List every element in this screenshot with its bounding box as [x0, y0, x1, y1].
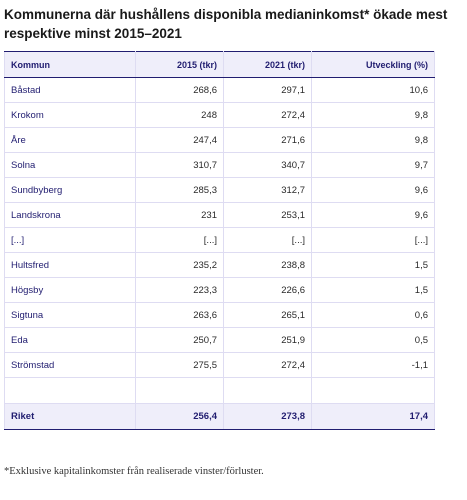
table-row: Båstad 268,6 297,1 10,6: [4, 77, 435, 103]
cell-2015: 247,4: [135, 127, 224, 153]
column-header-kommun: Kommun: [4, 51, 136, 78]
table-row: Åre 247,4 271,6 9,8: [4, 127, 435, 153]
column-header-utveckling: Utveckling (%): [311, 51, 435, 78]
cell-utveckling: [...]: [311, 227, 435, 253]
cell-kommun: [4, 377, 136, 404]
cell-kommun: Högsby: [4, 277, 136, 303]
cell-2015: 275,5: [135, 352, 224, 378]
cell-2021: 312,7: [223, 177, 312, 203]
cell-kommun: Eda: [4, 327, 136, 353]
cell-2021: 253,1: [223, 202, 312, 228]
cell-utveckling: 1,5: [311, 277, 435, 303]
total-utveckling: 17,4: [311, 403, 435, 430]
total-2015: 256,4: [135, 403, 224, 430]
cell-2021: 265,1: [223, 302, 312, 328]
cell-2015: 310,7: [135, 152, 224, 178]
cell-utveckling: 9,8: [311, 102, 435, 128]
cell-2021: 226,6: [223, 277, 312, 303]
cell-2021: 340,7: [223, 152, 312, 178]
page-title: Kommunerna där hushållens disponibla med…: [4, 7, 448, 41]
cell-utveckling: 0,6: [311, 302, 435, 328]
cell-utveckling: 1,5: [311, 252, 435, 278]
cell-utveckling: [311, 377, 435, 404]
table-total-row: Riket 256,4 273,8 17,4: [4, 403, 435, 430]
cell-2021: [...]: [223, 227, 312, 253]
cell-2021: 238,8: [223, 252, 312, 278]
cell-utveckling: 9,8: [311, 127, 435, 153]
table-row-ellipsis: [...] [...] [...] [...]: [4, 227, 435, 253]
cell-2021: [223, 377, 312, 404]
cell-kommun: Båstad: [4, 77, 136, 103]
column-header-2015: 2015 (tkr): [135, 51, 224, 78]
income-table: Kommun 2015 (tkr) 2021 (tkr) Utveckling …: [4, 51, 435, 430]
table-row-empty: [4, 377, 435, 404]
cell-utveckling: 9,7: [311, 152, 435, 178]
cell-utveckling: -1,1: [311, 352, 435, 378]
cell-2015: 223,3: [135, 277, 224, 303]
cell-2021: 272,4: [223, 352, 312, 378]
table-row: Sundbyberg 285,3 312,7 9,6: [4, 177, 435, 203]
table-row: Landskrona 231 253,1 9,6: [4, 202, 435, 228]
cell-kommun: Sigtuna: [4, 302, 136, 328]
cell-utveckling: 10,6: [311, 77, 435, 103]
cell-utveckling: 9,6: [311, 177, 435, 203]
cell-kommun: Strömstad: [4, 352, 136, 378]
cell-kommun: Landskrona: [4, 202, 136, 228]
total-kommun: Riket: [4, 403, 136, 430]
cell-2021: 251,9: [223, 327, 312, 353]
cell-2015: 231: [135, 202, 224, 228]
cell-2021: 272,4: [223, 102, 312, 128]
table-row: Krokom 248 272,4 9,8: [4, 102, 435, 128]
cell-2015: 235,2: [135, 252, 224, 278]
cell-2015: 248: [135, 102, 224, 128]
cell-2015: 285,3: [135, 177, 224, 203]
cell-2021: 271,6: [223, 127, 312, 153]
cell-2015: [135, 377, 224, 404]
table-row: Hultsfred 235,2 238,8 1,5: [4, 252, 435, 278]
cell-2015: [...]: [135, 227, 224, 253]
table-header-row: Kommun 2015 (tkr) 2021 (tkr) Utveckling …: [4, 51, 435, 78]
cell-kommun: Solna: [4, 152, 136, 178]
table-row: Strömstad 275,5 272,4 -1,1: [4, 352, 435, 378]
cell-kommun: Krokom: [4, 102, 136, 128]
table-row: Högsby 223,3 226,6 1,5: [4, 277, 435, 303]
cell-kommun: Sundbyberg: [4, 177, 136, 203]
table-row: Solna 310,7 340,7 9,7: [4, 152, 435, 178]
cell-2015: 263,6: [135, 302, 224, 328]
cell-2021: 297,1: [223, 77, 312, 103]
cell-utveckling: 0,5: [311, 327, 435, 353]
column-header-2021: 2021 (tkr): [223, 51, 312, 78]
cell-2015: 268,6: [135, 77, 224, 103]
cell-utveckling: 9,6: [311, 202, 435, 228]
cell-kommun: Åre: [4, 127, 136, 153]
total-2021: 273,8: [223, 403, 312, 430]
cell-2015: 250,7: [135, 327, 224, 353]
table-row: Sigtuna 263,6 265,1 0,6: [4, 302, 435, 328]
footnote: *Exklusive kapitalinkomster från realise…: [4, 466, 264, 477]
table-row: Eda 250,7 251,9 0,5: [4, 327, 435, 353]
cell-kommun: [...]: [4, 227, 136, 253]
cell-kommun: Hultsfred: [4, 252, 136, 278]
